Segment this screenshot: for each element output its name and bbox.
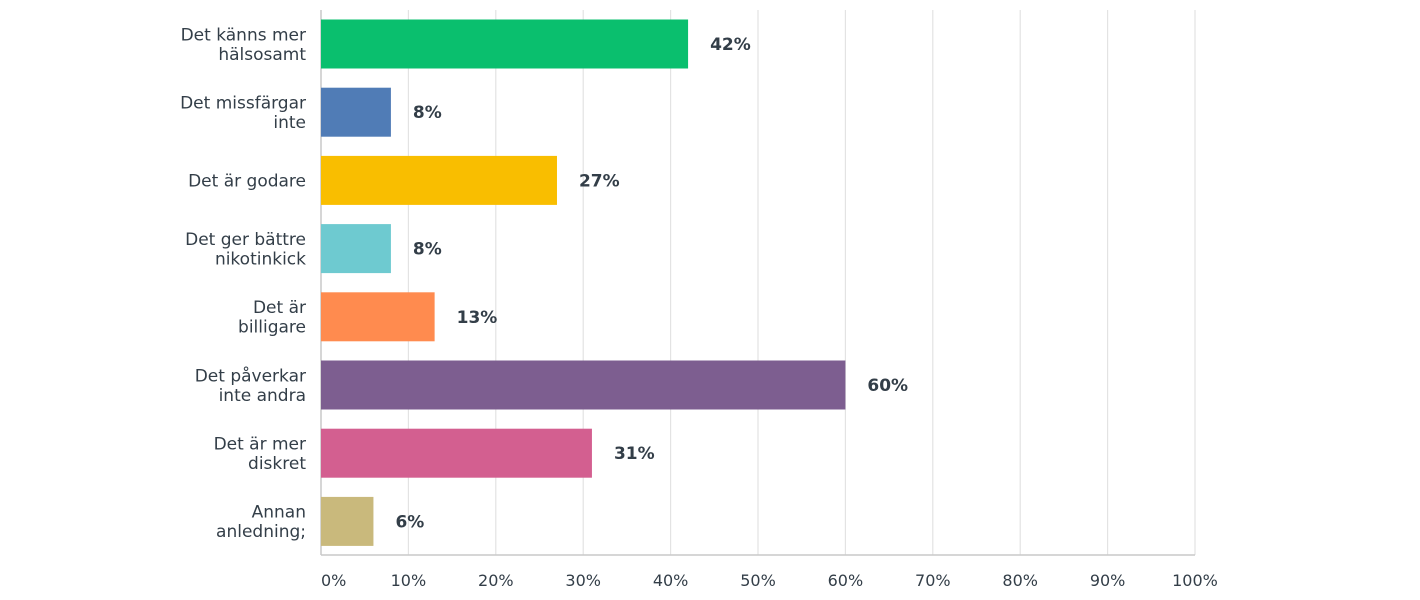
- value-label: 42%: [710, 35, 751, 55]
- bar: [321, 292, 435, 342]
- x-tick-label: 20%: [478, 571, 514, 590]
- value-label: 60%: [867, 376, 908, 396]
- x-tick-label: 10%: [391, 571, 427, 590]
- bar: [321, 360, 846, 410]
- bar: [321, 224, 391, 274]
- category-label: Annan anledning;: [216, 503, 306, 543]
- category-label-line: Det är mer: [214, 434, 306, 454]
- value-labels: 42% 8% 27% 8% 13% 60% 31% 6%: [395, 35, 908, 532]
- category-label-line: nikotinkick: [215, 249, 306, 269]
- category-label-line: diskret: [248, 454, 306, 474]
- value-label: 31%: [614, 444, 655, 464]
- bar: [321, 428, 592, 478]
- category-label-line: Det känns mer: [181, 25, 306, 45]
- category-label-line: anledning;: [216, 522, 306, 542]
- category-label: Det känns mer hälsosamt: [181, 25, 307, 65]
- category-label: Det ger bättre nikotinkick: [185, 230, 306, 270]
- x-tick-label: 70%: [915, 571, 951, 590]
- x-tick-label: 50%: [740, 571, 776, 590]
- category-label-line: billigare: [238, 318, 306, 338]
- x-tick-label: 60%: [828, 571, 864, 590]
- bar: [321, 155, 557, 205]
- category-label-line: Det påverkar: [195, 365, 306, 386]
- category-label: Det missfärgar inte: [180, 93, 306, 133]
- value-label: 13%: [457, 308, 498, 328]
- x-tick-label: 90%: [1090, 571, 1126, 590]
- value-label: 8%: [413, 240, 442, 260]
- x-axis-tick-labels: 0% 10% 20% 30% 40% 50% 60% 70% 80% 90% 100%: [321, 571, 1218, 590]
- bar: [321, 19, 689, 69]
- category-label-line: inte: [273, 113, 306, 133]
- bars: [321, 19, 846, 546]
- x-tick-label: 80%: [1002, 571, 1038, 590]
- category-label: Det påverkar inte andra: [195, 365, 306, 406]
- category-label-line: Det ger bättre: [185, 230, 306, 250]
- value-label: 6%: [395, 512, 424, 532]
- category-label: Det är godare: [188, 171, 306, 191]
- category-label-line: inte andra: [219, 386, 306, 406]
- category-label-line: Det är: [253, 298, 306, 318]
- category-label-line: hälsosamt: [218, 45, 306, 65]
- category-label-line: Det är godare: [188, 171, 306, 191]
- value-label: 27%: [579, 171, 620, 191]
- value-label: 8%: [413, 103, 442, 123]
- gridlines: [320, 10, 1196, 556]
- x-tick-label: 40%: [653, 571, 689, 590]
- x-tick-label: 100%: [1172, 571, 1218, 590]
- bar: [321, 496, 374, 546]
- category-label: Det är billigare: [238, 298, 306, 338]
- x-tick-label: 30%: [565, 571, 601, 590]
- bar: [321, 87, 391, 137]
- x-tick-label: 0%: [321, 571, 346, 590]
- category-label: Det är mer diskret: [214, 434, 307, 474]
- category-label-line: Annan: [252, 503, 306, 523]
- category-label-line: Det missfärgar: [180, 93, 306, 113]
